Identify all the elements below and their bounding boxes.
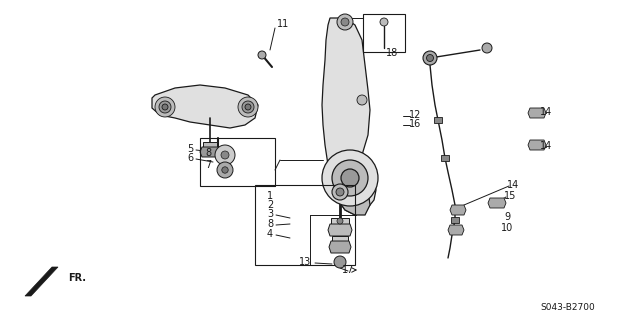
Text: 3: 3 — [267, 209, 273, 219]
Circle shape — [337, 218, 343, 224]
Text: 12: 12 — [409, 110, 421, 120]
Bar — [332, 236, 348, 241]
Text: 14: 14 — [507, 180, 519, 190]
Bar — [363, 14, 405, 52]
Circle shape — [238, 97, 258, 117]
Polygon shape — [450, 205, 466, 215]
Circle shape — [341, 169, 359, 187]
Bar — [331, 218, 349, 224]
Polygon shape — [322, 18, 376, 215]
Text: 8: 8 — [267, 219, 273, 229]
Circle shape — [217, 162, 233, 178]
Text: 16: 16 — [409, 119, 421, 129]
Circle shape — [242, 101, 254, 113]
Bar — [255, 185, 355, 265]
Polygon shape — [25, 267, 58, 296]
Bar — [441, 155, 449, 161]
Bar — [451, 217, 459, 223]
Text: S043-B2700: S043-B2700 — [541, 303, 595, 313]
Circle shape — [336, 188, 344, 196]
Text: 15: 15 — [504, 191, 516, 201]
Text: FR.: FR. — [68, 273, 86, 283]
Text: 4: 4 — [267, 229, 273, 239]
Polygon shape — [200, 147, 220, 157]
Text: 18: 18 — [386, 48, 398, 58]
Circle shape — [357, 95, 367, 105]
Text: 1: 1 — [267, 191, 273, 201]
Circle shape — [222, 167, 228, 173]
Polygon shape — [328, 224, 352, 236]
Text: 13: 13 — [299, 257, 311, 267]
Bar — [434, 117, 442, 123]
Circle shape — [423, 51, 437, 65]
Polygon shape — [528, 108, 546, 118]
Circle shape — [334, 256, 346, 268]
Text: 6: 6 — [187, 153, 193, 163]
Circle shape — [162, 104, 168, 110]
Bar — [200, 138, 275, 186]
Text: 2: 2 — [267, 200, 273, 210]
Text: 17: 17 — [342, 265, 354, 275]
Text: 9: 9 — [504, 212, 510, 222]
Circle shape — [258, 51, 266, 59]
Polygon shape — [488, 198, 506, 208]
Text: 11: 11 — [277, 19, 289, 29]
Circle shape — [221, 151, 229, 159]
Text: 8: 8 — [205, 148, 211, 158]
Circle shape — [482, 43, 492, 53]
Circle shape — [245, 104, 251, 110]
Polygon shape — [329, 241, 351, 253]
Text: 14: 14 — [540, 141, 552, 151]
Polygon shape — [448, 225, 464, 235]
Text: 7: 7 — [205, 160, 211, 170]
Circle shape — [426, 55, 433, 62]
Circle shape — [337, 14, 353, 30]
Circle shape — [155, 97, 175, 117]
Text: 5: 5 — [187, 144, 193, 154]
Circle shape — [341, 18, 349, 26]
Circle shape — [215, 145, 235, 165]
Polygon shape — [330, 183, 370, 215]
Circle shape — [332, 160, 368, 196]
Polygon shape — [528, 140, 546, 150]
Circle shape — [159, 101, 171, 113]
Text: 14: 14 — [540, 107, 552, 117]
Text: 10: 10 — [501, 223, 513, 233]
Circle shape — [380, 18, 388, 26]
Polygon shape — [152, 85, 258, 128]
Bar — [203, 142, 217, 147]
Circle shape — [322, 150, 378, 206]
Circle shape — [332, 184, 348, 200]
